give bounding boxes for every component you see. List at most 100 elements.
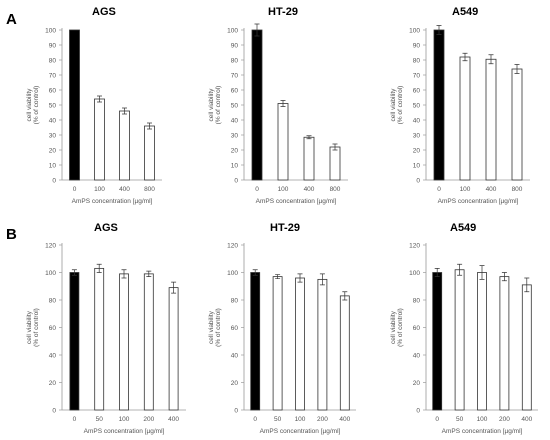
x-tick-label: 200 bbox=[499, 416, 510, 423]
y-axis-label-line2: (% of control) bbox=[33, 308, 40, 347]
error-bar bbox=[275, 274, 281, 280]
y-tick-label: 10 bbox=[413, 162, 421, 169]
x-tick-label: 100 bbox=[477, 416, 488, 423]
x-tick-label: 100 bbox=[94, 186, 105, 193]
y-axis-label-line2: (% of control) bbox=[397, 86, 404, 125]
y-tick-label: 80 bbox=[231, 297, 239, 304]
y-tick-label: 60 bbox=[231, 87, 239, 94]
error-bar bbox=[254, 23, 260, 37]
bar-400 bbox=[339, 295, 350, 411]
y-tick-label: 30 bbox=[49, 132, 57, 139]
error-bar bbox=[501, 272, 507, 282]
y-tick-label: 60 bbox=[413, 87, 421, 94]
bar-400 bbox=[521, 284, 532, 411]
error-bar bbox=[97, 95, 102, 103]
y-tick-label: 0 bbox=[416, 407, 420, 414]
y-axis-label-line1: cell viability bbox=[208, 310, 215, 344]
y-tick-label: 0 bbox=[416, 177, 420, 184]
error-bar bbox=[457, 263, 463, 276]
y-tick-label: 100 bbox=[45, 27, 56, 34]
y-tick-label: 100 bbox=[409, 270, 420, 277]
y-tick-label: 20 bbox=[413, 380, 421, 387]
error-bar bbox=[71, 269, 77, 276]
x-tick-label: 0 bbox=[435, 416, 439, 423]
y-tick-label: 30 bbox=[231, 132, 239, 139]
x-tick-label: 100 bbox=[295, 416, 306, 423]
y-tick-label: 100 bbox=[45, 270, 56, 277]
bar-400 bbox=[119, 110, 130, 181]
y-tick-label: 80 bbox=[49, 297, 57, 304]
bar-400 bbox=[168, 287, 179, 411]
y-axis-label-line1: cell viability bbox=[26, 88, 33, 122]
x-tick-label: 50 bbox=[96, 416, 104, 423]
y-axis-label-line2: (% of control) bbox=[33, 86, 40, 125]
bar-0 bbox=[69, 29, 80, 181]
x-tick-label: 400 bbox=[486, 186, 497, 193]
x-tick-label: 400 bbox=[521, 416, 532, 423]
y-axis-label-line2: (% of control) bbox=[215, 308, 222, 347]
y-tick-label: 120 bbox=[409, 242, 420, 249]
y-tick-label: 120 bbox=[227, 242, 238, 249]
x-tick-label: 100 bbox=[119, 416, 130, 423]
error-bar bbox=[171, 281, 177, 294]
chart-1: AGS 0 10 20 30 40 50 60 70 80 90 100 cell viability(… bbox=[26, 6, 162, 205]
y-axis-label-line1: cell viability bbox=[390, 310, 397, 344]
bar-200 bbox=[317, 278, 328, 411]
chart-3: A549 0 10 20 30 40 50 60 70 80 90 100 cell viability… bbox=[390, 6, 530, 205]
bar-100 bbox=[94, 98, 105, 181]
chart-title: HT-29 bbox=[270, 222, 300, 234]
error-bar bbox=[147, 122, 152, 130]
y-tick-label: 10 bbox=[231, 162, 239, 169]
bar-400 bbox=[303, 136, 315, 181]
x-tick-label: 400 bbox=[304, 186, 315, 193]
chart-title: AGS bbox=[92, 6, 116, 18]
x-tick-label: 0 bbox=[73, 186, 77, 193]
y-tick-label: 80 bbox=[49, 57, 57, 64]
error-bar bbox=[121, 269, 127, 279]
y-tick-label: 40 bbox=[413, 352, 421, 359]
y-tick-label: 40 bbox=[413, 117, 421, 124]
y-tick-label: 60 bbox=[231, 325, 239, 332]
error-bar bbox=[280, 100, 286, 107]
bar-0 bbox=[69, 272, 80, 411]
bar-50 bbox=[272, 276, 283, 411]
y-tick-label: 60 bbox=[49, 87, 57, 94]
x-tick-label: 800 bbox=[512, 186, 523, 193]
error-bar bbox=[306, 135, 312, 140]
y-tick-label: 20 bbox=[231, 380, 239, 387]
y-tick-label: 80 bbox=[231, 57, 239, 64]
x-tick-label: 100 bbox=[278, 186, 289, 193]
bar-50 bbox=[454, 269, 465, 411]
bar-50 bbox=[94, 267, 105, 411]
x-tick-label: 200 bbox=[143, 416, 154, 423]
x-tick-label: 50 bbox=[274, 416, 282, 423]
y-axis-label-line2: (% of control) bbox=[215, 86, 222, 125]
error-bar bbox=[479, 265, 485, 280]
error-bar bbox=[488, 54, 494, 65]
y-tick-label: 30 bbox=[413, 132, 421, 139]
bar-800 bbox=[144, 125, 155, 181]
panel-letter-a: A bbox=[6, 11, 17, 28]
x-axis-label: AmPS concentration [µg/ml] bbox=[438, 198, 519, 205]
y-tick-label: 90 bbox=[231, 42, 239, 49]
bar-0 bbox=[251, 29, 263, 181]
error-bar bbox=[462, 52, 468, 62]
y-axis-label-line1: cell viability bbox=[26, 310, 33, 344]
x-axis-label: AmPS concentration [µg/ml] bbox=[72, 198, 153, 205]
y-tick-label: 50 bbox=[231, 102, 239, 109]
error-bar bbox=[252, 269, 258, 276]
error-bar bbox=[436, 25, 442, 35]
y-tick-label: 90 bbox=[49, 42, 57, 49]
y-tick-label: 100 bbox=[409, 27, 420, 34]
error-bar bbox=[96, 263, 102, 273]
chart-title: HT-29 bbox=[268, 6, 298, 18]
error-bar bbox=[319, 273, 325, 286]
chart-6: A549 0 20 40 60 80 100 120 cell viability (% of c… bbox=[390, 222, 538, 435]
error-bar bbox=[122, 107, 127, 115]
bar-100 bbox=[295, 277, 305, 411]
x-tick-label: 50 bbox=[456, 416, 464, 423]
error-bar bbox=[524, 277, 530, 293]
y-tick-label: 10 bbox=[49, 162, 57, 169]
y-tick-label: 100 bbox=[227, 270, 238, 277]
